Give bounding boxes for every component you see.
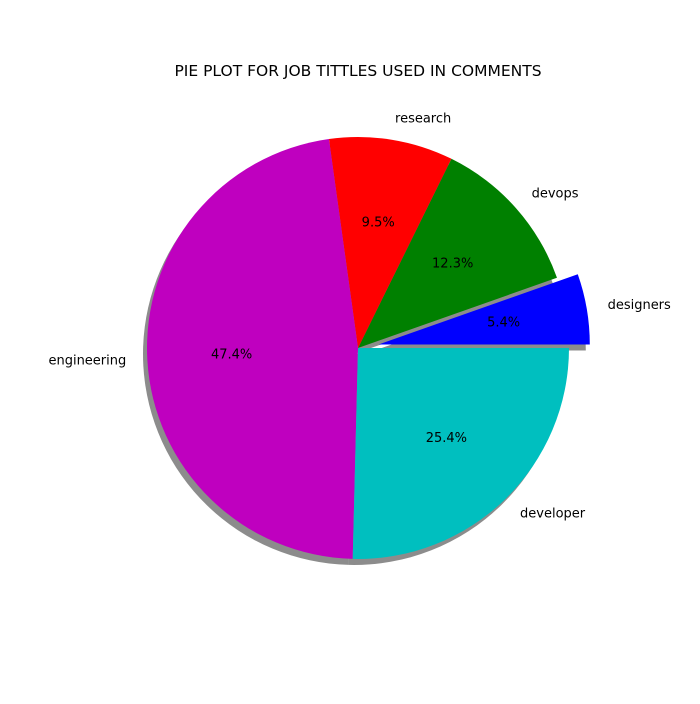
slice-percent-developer: 25.4% <box>426 431 467 446</box>
slice-label-research: research <box>395 111 451 126</box>
pie-slice-devops <box>358 158 557 348</box>
pie-slice-engineering <box>147 139 358 559</box>
chart-title: PIE PLOT FOR JOB TITTLES USED IN COMMENT… <box>174 62 541 80</box>
slice-percent-engineering: 47.4% <box>211 348 252 363</box>
pie-slice-developer <box>352 348 569 559</box>
slice-label-designers: designers <box>608 298 671 313</box>
slice-percent-devops: 12.3% <box>432 256 473 271</box>
slice-label-devops: devops <box>532 186 579 201</box>
slice-label-engineering: engineering <box>48 354 126 369</box>
slice-percent-research: 9.5% <box>362 216 395 231</box>
slice-percent-designers: 5.4% <box>487 316 520 331</box>
pie-labels: designers 5.4% devops 12.3% research 9.5% engi… <box>48 111 671 521</box>
pie-slices <box>147 137 590 559</box>
pie-slice-designers <box>378 274 590 345</box>
slice-label-developer: developer <box>520 507 586 522</box>
pie-slice-research <box>328 137 452 348</box>
